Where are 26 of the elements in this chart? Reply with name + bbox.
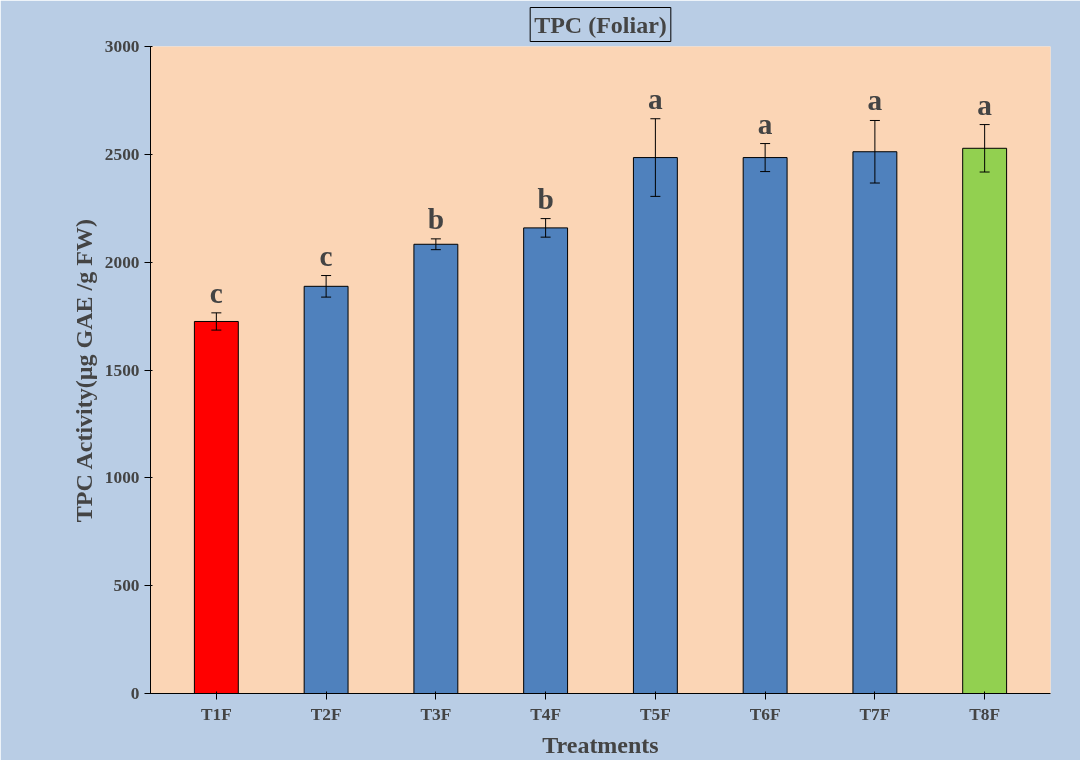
- y-tick-label: 500: [113, 576, 140, 596]
- annotation: a: [977, 88, 993, 121]
- x-tick-label: T1F: [200, 704, 232, 724]
- x-tick-label: T4F: [530, 704, 562, 724]
- x-tick-label: T7F: [859, 704, 891, 724]
- annotation: a: [757, 107, 773, 140]
- y-tick-label: 3000: [104, 37, 140, 56]
- x-tick-label: T6F: [749, 704, 781, 724]
- chart-title: TPC (Foliar): [534, 11, 667, 38]
- y-tick-label: 0: [130, 684, 140, 703]
- annotation: c: [209, 276, 223, 309]
- annotation: a: [648, 82, 664, 115]
- x-axis-title: Treatments: [542, 731, 659, 758]
- y-tick-label: 2000: [104, 252, 140, 272]
- y-tick-label: 1500: [104, 360, 140, 380]
- y-axis-title: TPC Activity(µg GAE /g FW): [70, 219, 97, 523]
- y-tick-label: 2500: [104, 144, 140, 164]
- annotation: b: [537, 182, 554, 215]
- x-tick-label: T8F: [969, 704, 1001, 724]
- annotation: a: [867, 84, 883, 117]
- x-tick-label: T3F: [420, 704, 452, 724]
- annotation: b: [427, 202, 445, 235]
- x-tick-label: T2F: [310, 704, 342, 724]
- annotation: c: [319, 239, 333, 272]
- x-tick-label: T5F: [639, 704, 671, 724]
- y-tick-label: 1000: [104, 468, 140, 488]
